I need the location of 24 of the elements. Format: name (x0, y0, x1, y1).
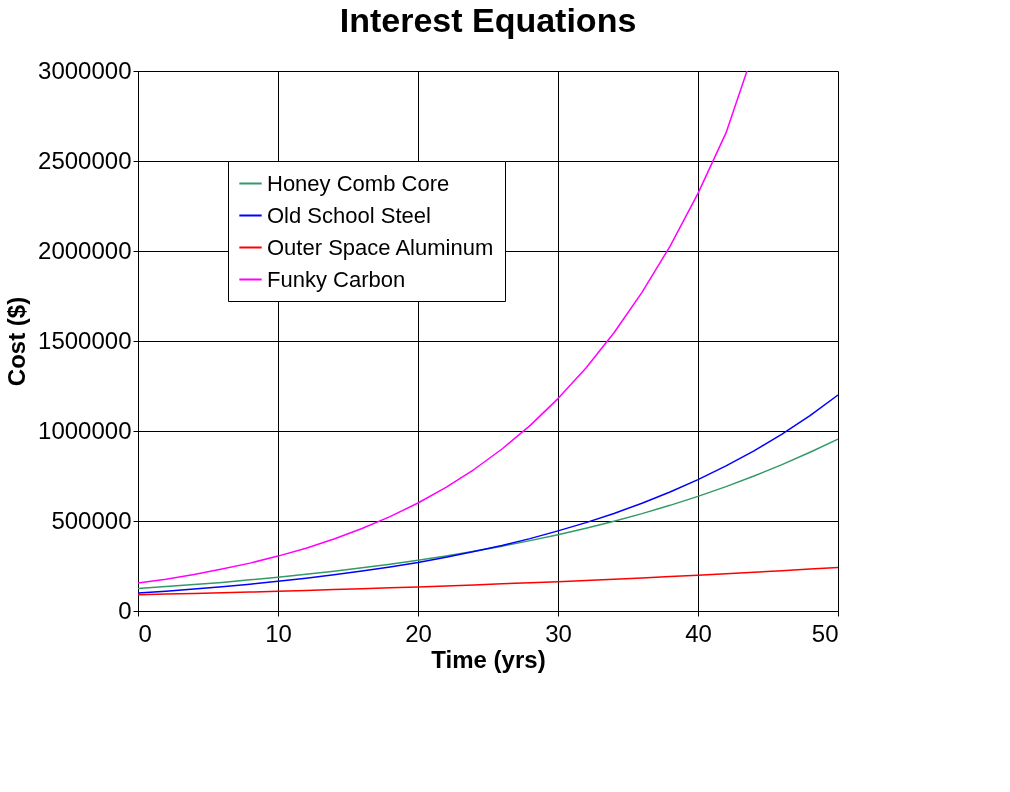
y-axis-title: Cost ($) (3, 296, 31, 387)
x-tick-label: 40 (685, 619, 712, 647)
line-series (137, 566, 839, 596)
y-tick-label: 3000000 (38, 56, 132, 84)
y-tick-label: 2000000 (38, 236, 132, 264)
legend-label: Honey Comb Core (267, 170, 450, 196)
x-axis-title: Time (yrs) (431, 645, 546, 673)
x-tick-label: 30 (545, 619, 572, 647)
y-tick-label: 1500000 (38, 326, 132, 354)
chart-title: Interest Equations (339, 1, 637, 39)
x-tick-label: 0 (138, 619, 152, 647)
legend-label: Outer Space Aluminum (267, 234, 494, 260)
legend-label: Old School Steel (267, 202, 431, 228)
x-tick-label: 20 (405, 619, 432, 647)
y-tick-label: 1000000 (38, 416, 132, 444)
line-series (137, 70, 748, 584)
y-tick-label: 0 (118, 596, 132, 624)
x-tick-label: 50 (811, 619, 839, 647)
legend-label: Funky Carbon (267, 266, 406, 292)
line-series (137, 438, 839, 590)
line-series (137, 394, 839, 594)
x-tick-label: 10 (265, 619, 292, 647)
y-tick-label: 2500000 (38, 146, 132, 174)
y-tick-label: 500000 (51, 506, 132, 534)
